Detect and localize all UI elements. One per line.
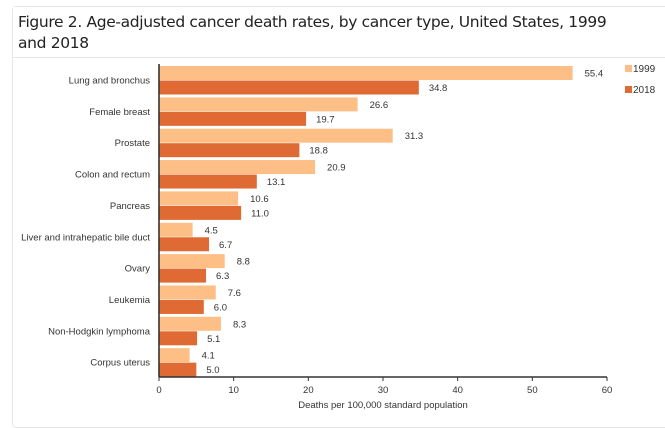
- category-label: Pancreas: [110, 201, 150, 212]
- category-label: Ovary: [125, 264, 151, 275]
- legend-swatch-2018: [625, 86, 632, 93]
- bar-1999: [159, 128, 393, 143]
- value-label-1999: 8.3: [233, 319, 246, 330]
- value-label-1999: 10.6: [250, 194, 269, 205]
- value-label-1999: 4.1: [202, 351, 215, 362]
- bar-1999: [159, 222, 193, 237]
- value-label-2018: 11.0: [251, 208, 269, 219]
- legend: 1999 2018: [625, 64, 656, 96]
- value-label-1999: 55.4: [585, 69, 604, 80]
- value-label-2018: 5.1: [207, 334, 220, 345]
- bar-2018: [159, 299, 204, 314]
- value-label-2018: 13.1: [267, 177, 286, 188]
- value-label-2018: 34.8: [429, 83, 448, 94]
- bar-2018: [159, 362, 197, 377]
- value-label-2018: 6.3: [216, 271, 229, 282]
- bar-1999: [159, 66, 573, 80]
- category-label: Liver and intrahepatic bile duct: [21, 232, 150, 243]
- bar-1999: [159, 285, 216, 300]
- x-tick-label: 60: [602, 385, 613, 396]
- legend-swatch-1999: [625, 65, 632, 72]
- bar-2018: [159, 111, 307, 126]
- category-label: Leukemia: [109, 295, 151, 306]
- value-label-2018: 5.0: [206, 365, 219, 376]
- figure-title: Figure 2. Age-adjusted cancer death rate…: [18, 13, 607, 52]
- bar-2018: [159, 174, 257, 189]
- category-label: Lung and bronchus: [69, 76, 151, 87]
- bar-2018: [159, 237, 210, 252]
- value-label-1999: 20.9: [327, 163, 346, 174]
- category-label: Female breast: [89, 107, 150, 118]
- category-label: Prostate: [115, 138, 150, 149]
- value-label-1999: 8.8: [237, 257, 250, 268]
- bar-1999: [159, 97, 358, 112]
- bars-group: [159, 66, 573, 377]
- x-tick-label: 10: [228, 385, 239, 396]
- bar-1999: [159, 348, 190, 363]
- value-labels-group: 55.4 34.8 26.6 19.7 31.3 18.8 20.9 13.1 10.6 11.0…: [202, 69, 604, 377]
- legend-label-1999: 1999: [633, 64, 656, 75]
- bar-1999: [159, 316, 221, 331]
- x-tick-label: 0: [156, 385, 161, 396]
- bar-chart: 55.4 34.8 26.6 19.7 31.3 18.8 20.9 13.1 10.6 11.0…: [21, 64, 656, 411]
- bar-2018: [159, 143, 300, 158]
- legend-label-2018: 2018: [633, 85, 656, 96]
- value-label-1999: 7.6: [228, 288, 241, 299]
- value-label-2018: 18.8: [309, 146, 328, 157]
- x-axis: 0 10 20 30 40 50 60 Deaths per 100,000 standar…: [156, 64, 612, 411]
- x-tick-label: 50: [527, 385, 538, 396]
- category-label: Colon and rectum: [75, 170, 150, 181]
- category-label: Non-Hodgkin lymphoma: [48, 326, 151, 337]
- value-label-2018: 6.7: [219, 240, 232, 251]
- bar-1999: [159, 160, 316, 175]
- value-label-2018: 19.7: [316, 114, 335, 125]
- category-labels-group: Lung and bronchus Female breast Prostate Co…: [21, 76, 151, 369]
- value-label-2018: 6.0: [214, 302, 227, 313]
- value-label-1999: 31.3: [405, 131, 424, 142]
- x-axis-title: Deaths per 100,000 standard population: [298, 400, 468, 411]
- x-tick-label: 20: [303, 385, 314, 396]
- bar-1999: [159, 191, 239, 206]
- bar-1999: [159, 254, 225, 269]
- bar-2018: [159, 331, 198, 346]
- value-label-1999: 26.6: [370, 100, 389, 111]
- x-tick-label: 30: [378, 385, 389, 396]
- bar-2018: [159, 268, 207, 283]
- category-label: Corpus uterus: [90, 358, 150, 369]
- value-label-1999: 4.5: [205, 225, 218, 236]
- x-ticks-group: 0 10 20 30 40 50 60: [156, 377, 612, 396]
- figure-header: Figure 2. Age-adjusted cancer death rate…: [13, 7, 665, 58]
- x-tick-label: 40: [452, 385, 463, 396]
- bar-2018: [159, 80, 419, 95]
- bar-2018: [159, 205, 242, 220]
